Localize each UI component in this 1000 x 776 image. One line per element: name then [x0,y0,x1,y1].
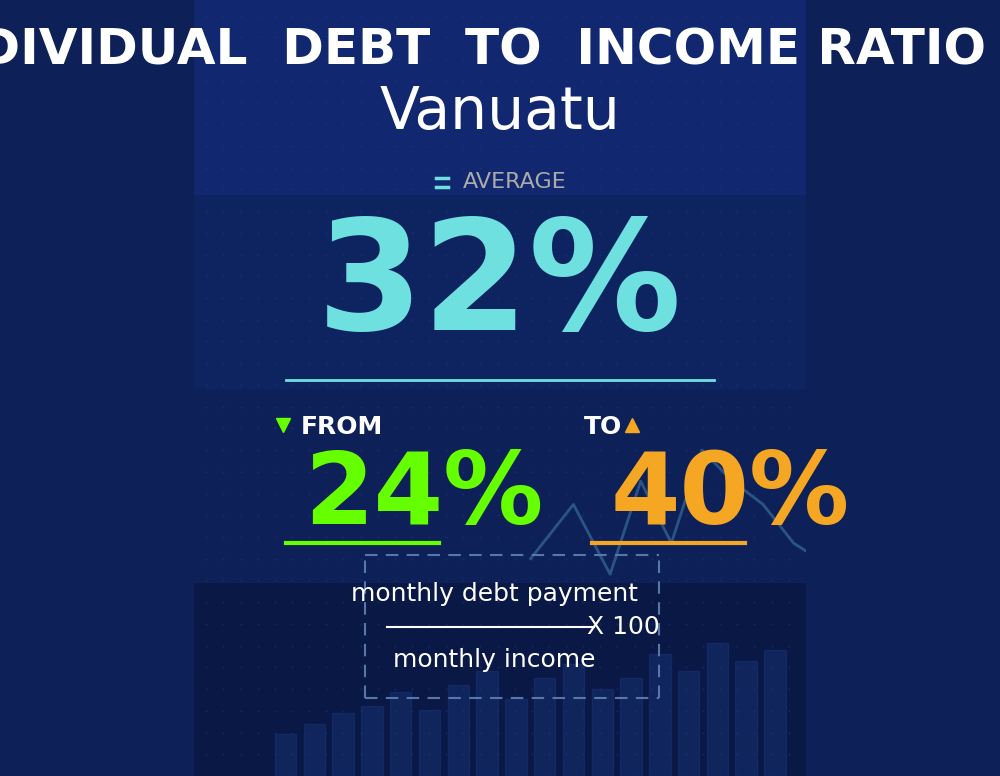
Bar [194,0,806,194]
Text: 24%: 24% [304,449,543,545]
Text: X 100: X 100 [587,615,660,639]
Text: 40%: 40% [610,449,849,545]
Bar [419,709,440,776]
Text: TO: TO [584,415,622,438]
Text: 32%: 32% [317,213,683,362]
Text: Vanuatu: Vanuatu [380,84,620,141]
Bar [194,388,806,582]
Bar [194,194,806,388]
Bar [735,661,757,776]
Text: AVERAGE: AVERAGE [463,172,567,192]
Bar [620,678,642,776]
Bar [275,734,296,776]
Bar [592,689,613,776]
Bar [563,664,584,776]
Bar [534,678,555,776]
Text: INDIVIDUAL  DEBT  TO  INCOME RATIO  IN: INDIVIDUAL DEBT TO INCOME RATIO IN [0,26,1000,74]
Text: FROM: FROM [301,415,383,438]
Bar [304,723,325,776]
Bar [649,653,671,776]
Bar [505,699,527,776]
Bar [476,671,498,776]
Bar [194,582,806,776]
Bar [361,706,383,776]
Bar [448,685,469,776]
Text: monthly income: monthly income [393,648,596,672]
Bar [678,671,699,776]
Bar [764,650,786,776]
Bar [390,692,411,776]
Text: monthly debt payment: monthly debt payment [351,581,638,605]
Bar [332,713,354,776]
Bar [707,643,728,776]
